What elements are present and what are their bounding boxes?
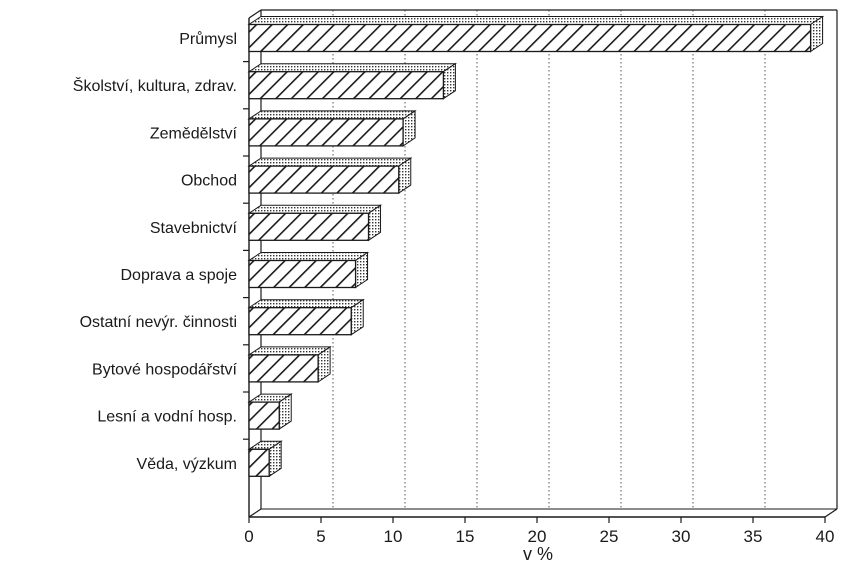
bar	[248, 23, 812, 53]
bar-top-face	[247, 252, 370, 261]
top-depth-edge	[248, 9, 262, 19]
x-axis-title: v %	[523, 544, 553, 564]
category-label: Lesní a vodní hosp.	[97, 409, 237, 426]
bar	[248, 401, 280, 430]
bar	[248, 212, 370, 241]
floor-right-edge	[824, 508, 838, 518]
bar-top-face	[247, 157, 413, 167]
x-tick-label: 10	[384, 527, 403, 546]
x-tick-label: 25	[600, 527, 619, 546]
category-label: Školství, kultura, zdrav.	[73, 76, 237, 95]
category-label: Průmysl	[179, 30, 237, 48]
category-label: Ostatní nevýr. činnosti	[80, 314, 237, 331]
bar	[248, 118, 404, 147]
bar-top-face	[247, 16, 825, 25]
floor-left-edge	[248, 508, 262, 518]
x-tick-label: 15	[456, 527, 475, 546]
bar-top-face	[247, 346, 332, 356]
bar	[248, 165, 400, 194]
bar-top-face	[247, 110, 417, 120]
category-label: Bytové hospodářství	[92, 361, 238, 378]
bar	[248, 259, 357, 289]
category-labels: Průmysl Školství, kultura, zdrav. Zeměděls…	[73, 30, 238, 473]
x-axis-ticks: 0 5 10 15 20 25 30 35 40	[244, 517, 834, 546]
category-label: Doprava a spoje	[120, 267, 237, 284]
category-label: Obchod	[181, 173, 237, 190]
x-tick-label: 20	[528, 527, 547, 546]
x-tick-label: 30	[672, 527, 691, 546]
bar-top-face	[247, 204, 383, 214]
bar-top-face	[247, 299, 365, 309]
x-tick-label: 35	[744, 527, 763, 546]
bar	[248, 307, 352, 336]
x-tick-label: 40	[816, 527, 835, 546]
bar	[248, 448, 270, 477]
bar	[248, 354, 319, 383]
x-tick-label: 5	[316, 527, 325, 546]
x-tick-label: 0	[244, 527, 253, 546]
bars	[247, 15, 825, 478]
category-label: Stavebnictví	[150, 220, 238, 237]
category-label: Zemědělství	[150, 125, 238, 142]
category-label: Věda, výzkum	[137, 456, 237, 473]
bar	[248, 71, 445, 100]
bar-top-face	[247, 63, 458, 73]
